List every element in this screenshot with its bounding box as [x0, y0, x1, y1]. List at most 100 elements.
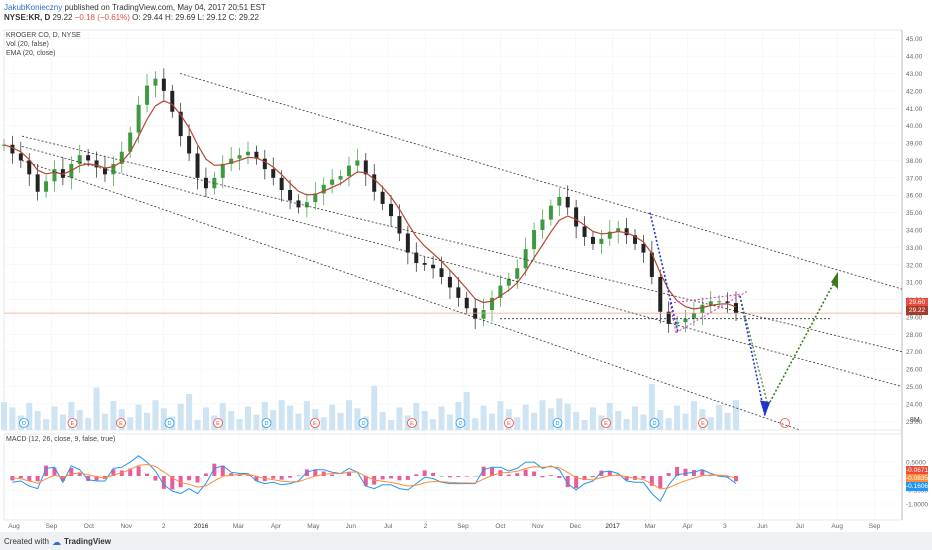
event-label: D [653, 421, 657, 427]
macd-hist-bar [641, 476, 646, 479]
volume-bar [589, 407, 596, 430]
candle-body [77, 155, 82, 164]
volume-bar [665, 418, 672, 430]
macd-tick-label: -0.5000 [906, 488, 928, 495]
x-tick-label: Aug [831, 523, 843, 530]
volume-bar [345, 400, 352, 430]
macd-hist-bar [582, 476, 587, 481]
macd-hist-bar [389, 476, 394, 479]
wedge-left [669, 302, 677, 333]
macd-hist-bar [532, 471, 537, 476]
y-tick-label: 23.00 [906, 419, 923, 426]
channel-bottom-line [21, 160, 801, 431]
candle-body [271, 169, 276, 178]
candle-body [279, 177, 284, 190]
volume-bar [522, 404, 529, 430]
macd-hist-bar [77, 473, 82, 476]
footer-brand[interactable]: TradingView [64, 537, 111, 546]
x-tick-label: Aug [8, 523, 20, 530]
volume-bar [245, 406, 251, 430]
macd-hist-bar [599, 470, 604, 476]
candle-body [616, 228, 621, 232]
event-label: D [556, 421, 560, 427]
event-label: E [701, 421, 705, 427]
candle-body [725, 301, 730, 304]
candle-body [246, 151, 250, 156]
event-label: E [604, 421, 608, 427]
volume-bar [270, 410, 277, 430]
macd-hist-bar [683, 468, 688, 476]
candle-body [355, 160, 360, 166]
volume-bar [278, 400, 285, 430]
macd-hist-bar [557, 476, 562, 479]
x-tick-label: Sep [46, 523, 58, 530]
macd-hist-bar [649, 476, 654, 486]
event-marker [649, 418, 660, 428]
volume-bar [531, 412, 538, 430]
volume-bar [581, 420, 588, 430]
volume-bar [396, 407, 403, 430]
y-tick-label: 31.00 [906, 280, 923, 287]
publish-line: JakubKonieczny published on TradingView.… [4, 3, 266, 12]
candle-body [153, 78, 158, 86]
macd-hist-bar [515, 473, 520, 476]
volume-bar [421, 411, 428, 430]
candle-body [557, 196, 562, 206]
candle-body [170, 90, 175, 112]
ema-line [3, 100, 737, 310]
last-price: 29.22 [52, 13, 73, 22]
candle-body [414, 252, 419, 264]
candle-body [178, 111, 183, 137]
volume-bar [573, 411, 580, 430]
candle-body [363, 160, 368, 175]
volume-bar [648, 384, 655, 430]
candle-body [666, 311, 671, 324]
volume-bar [514, 417, 521, 430]
candle-body [590, 236, 595, 244]
volume-bar [354, 408, 361, 430]
volume-bar [152, 400, 159, 430]
y-tick-label: 26.00 [906, 367, 923, 374]
y-tick-label: 45.00 [906, 36, 923, 43]
event-marker [164, 418, 175, 428]
candle-body [187, 136, 192, 154]
volume-bar [539, 400, 546, 430]
x-tick-label: Jul [796, 523, 805, 530]
candle-body [548, 205, 553, 220]
x-tick-label: 2017 [605, 523, 620, 530]
close-value: C: 29.22 [228, 13, 259, 22]
event-label: E [313, 421, 317, 427]
volume-bar [430, 419, 437, 430]
volume-bar [236, 419, 243, 430]
candle-body [304, 202, 309, 208]
volume-bar [202, 407, 209, 430]
candle-body [321, 184, 326, 194]
event-marker [504, 418, 514, 428]
macd-hist-bar [195, 476, 200, 483]
event-marker-future [780, 418, 790, 428]
y-tick-label: 39.00 [906, 141, 923, 148]
macd-hist-bar [296, 475, 301, 476]
candle-body [161, 78, 166, 91]
candle-body [102, 167, 107, 175]
candle-body [649, 252, 654, 277]
event-label: D [362, 421, 366, 427]
volume-bar [413, 402, 420, 430]
volume-bar [43, 419, 50, 430]
channel-upper-line [179, 73, 903, 290]
macd-hist-bar [254, 476, 259, 481]
candle-body [389, 203, 394, 217]
candle-body [254, 151, 259, 159]
volume-bar [85, 418, 92, 430]
candle-body [641, 243, 646, 253]
legend-macd: MACD (12, 26, close, 9, false, true) [6, 436, 116, 443]
macd-hist-bar [607, 471, 612, 476]
macd-hist-bar [447, 476, 452, 478]
y-tick-label: 40.00 [906, 123, 923, 130]
author-link[interactable]: JakubKonieczny [4, 3, 63, 12]
candle-body [574, 207, 579, 227]
candle-body [145, 85, 150, 105]
volume-bar [446, 414, 453, 430]
candle-body [262, 158, 267, 170]
